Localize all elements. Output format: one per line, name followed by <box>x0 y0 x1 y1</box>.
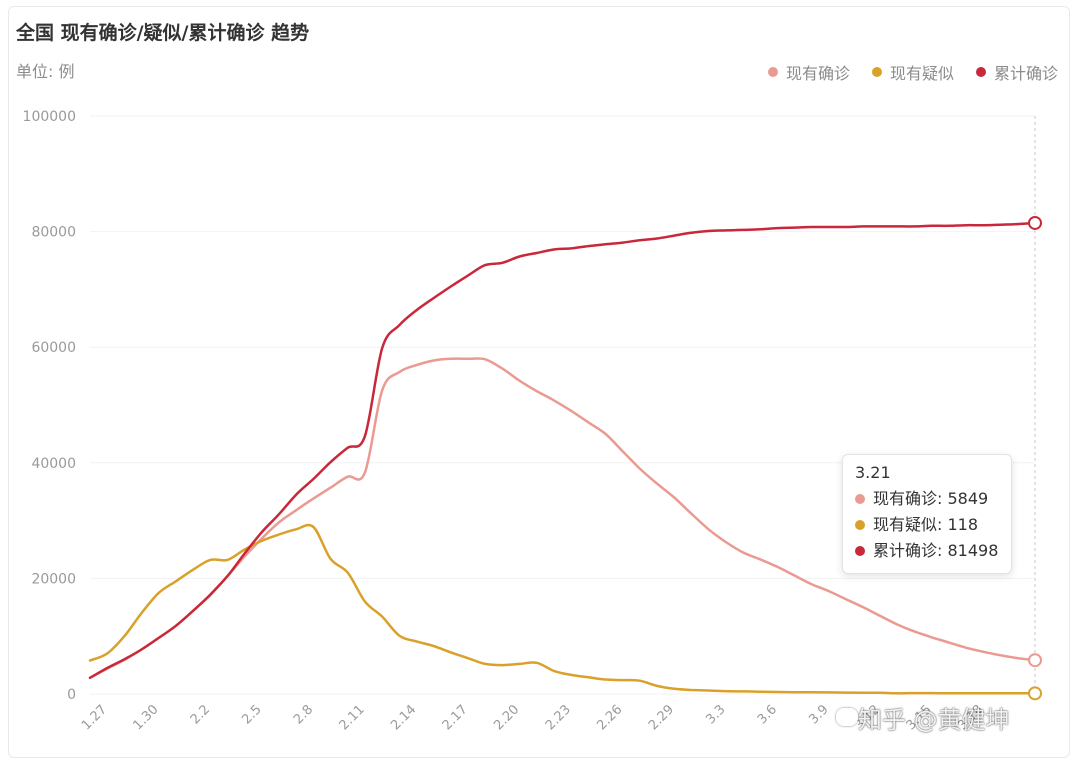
y-tick-label: 40000 <box>31 456 76 472</box>
x-tick-label: 2.8 <box>291 702 316 727</box>
legend-dot-icon <box>767 67 778 77</box>
unit-label: 单位: 例 <box>16 62 75 81</box>
legend-label: 现有确诊 <box>785 64 850 83</box>
legend-item-current-suspected[interactable]: 现有疑似 <box>871 60 954 84</box>
x-tick-label: 3.3 <box>703 702 728 727</box>
series-line-current-suspected <box>88 523 1037 695</box>
tooltip-dot-icon <box>855 520 865 530</box>
legend: 现有确诊 现有疑似 累计确诊 <box>767 60 1058 84</box>
tooltip-row: 现有确诊: 5849 <box>855 486 999 512</box>
y-tick-label: 0 <box>67 687 76 703</box>
legend-label: 现有疑似 <box>889 64 954 83</box>
tooltip-row: 累计确诊: 81498 <box>855 538 999 564</box>
x-tick-label: 2.17 <box>440 702 471 733</box>
x-tick-label: 2.11 <box>337 702 368 733</box>
legend-dot-icon <box>975 67 986 77</box>
watermark: 知乎 @黄健坤 <box>858 706 1010 734</box>
tooltip-date: 3.21 <box>855 463 891 482</box>
x-tick-label: 2.14 <box>388 702 419 733</box>
y-tick-label: 60000 <box>31 340 76 356</box>
legend-item-current-confirmed[interactable]: 现有确诊 <box>767 60 850 84</box>
tooltip-value: 118 <box>947 515 979 534</box>
x-tick-label: 2.20 <box>491 702 522 733</box>
chart-title: 全国 现有确诊/疑似/累计确诊 趋势 <box>16 22 310 44</box>
tooltip-row: 现有疑似: 118 <box>855 512 999 538</box>
zhihu-logo-icon <box>836 708 858 726</box>
x-tick-label: 1.27 <box>79 702 110 733</box>
tooltip-label: 累计确诊 <box>873 541 938 560</box>
hover-point-marker <box>1028 686 1042 701</box>
x-tick-label: 3.9 <box>806 702 831 727</box>
hover-point-marker <box>1028 653 1042 668</box>
x-tick-label: 2.26 <box>594 702 625 733</box>
chart-card <box>8 6 1070 758</box>
y-tick-label: 20000 <box>31 571 76 587</box>
hover-point-marker <box>1028 215 1042 230</box>
x-tick-label: 2.29 <box>646 702 677 733</box>
y-tick-label: 100000 <box>23 109 76 125</box>
x-tick-label: 2.23 <box>543 702 574 733</box>
tooltip-value: 5849 <box>947 489 989 508</box>
x-tick-label: 2.5 <box>239 702 264 727</box>
tooltip-value: 81498 <box>947 541 999 560</box>
legend-dot-icon <box>871 67 882 77</box>
legend-item-cumulative-confirmed[interactable]: 累计确诊 <box>975 60 1058 84</box>
tooltip-label: 现有疑似 <box>873 515 938 534</box>
series-line-cumulative-confirmed <box>88 221 1037 680</box>
series-line-current-confirmed <box>88 357 1037 680</box>
legend-label: 累计确诊 <box>993 64 1058 83</box>
tooltip-label: 现有确诊 <box>873 489 938 508</box>
tooltip: 3.21 现有确诊: 5849 现有疑似: 118 累计确诊: 81498 <box>842 454 1012 574</box>
y-tick-label: 80000 <box>31 225 76 241</box>
x-tick-label: 3.6 <box>755 702 780 727</box>
x-tick-label: 1.30 <box>130 702 161 733</box>
tooltip-dot-icon <box>855 546 865 556</box>
x-tick-label: 2.2 <box>188 702 213 727</box>
tooltip-dot-icon <box>855 494 865 504</box>
